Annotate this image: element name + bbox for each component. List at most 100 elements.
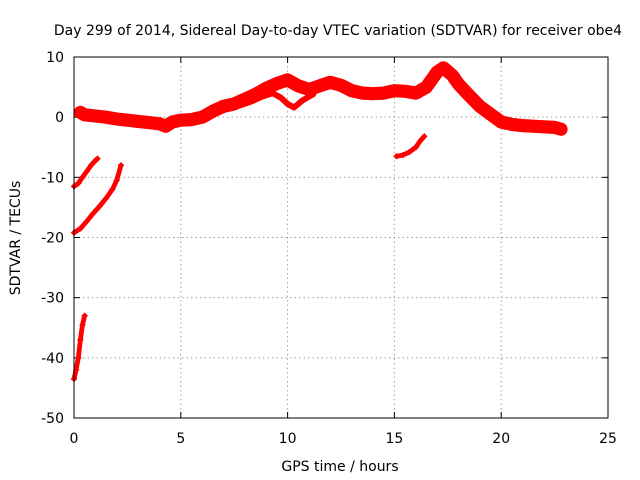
data-point	[103, 195, 110, 202]
data-point	[402, 88, 409, 95]
x-tick-label: 0	[70, 431, 79, 447]
data-point	[295, 82, 302, 89]
data-point	[551, 124, 558, 131]
data-point	[113, 177, 120, 184]
data-point	[476, 103, 483, 110]
data-point	[338, 82, 344, 89]
y-tick-label: -30	[41, 291, 64, 307]
data-point	[237, 102, 244, 109]
data-point	[393, 153, 400, 160]
series-arc-4	[393, 133, 428, 160]
data-point	[359, 90, 366, 97]
data-point	[77, 336, 84, 343]
data-point	[117, 162, 124, 169]
x-tick-label: 25	[599, 431, 617, 447]
x-axis-label: GPS time / hours	[281, 459, 398, 475]
data-point	[380, 90, 387, 97]
chart-title: Day 299 of 2014, Sidereal Day-to-day VTE…	[54, 23, 622, 39]
data-point	[310, 91, 317, 98]
data-point	[391, 87, 398, 94]
data-point	[348, 87, 355, 94]
data-point	[94, 155, 101, 162]
y-tick-label: -50	[41, 411, 64, 427]
data-point	[558, 126, 565, 133]
data-point	[434, 69, 441, 76]
y-tick-label: -40	[41, 351, 64, 367]
data-point	[156, 120, 163, 127]
data-point	[455, 81, 462, 88]
x-tick-label: 10	[279, 431, 297, 447]
y-axis-label: SDTVAR / TECUs	[8, 181, 24, 296]
data-point	[113, 115, 120, 122]
data-point	[109, 186, 116, 193]
x-tick-label: 20	[492, 431, 510, 447]
data-point	[96, 203, 103, 210]
y-tick-label: 10	[46, 50, 64, 66]
data-point	[327, 79, 334, 86]
series-arc-2	[71, 162, 124, 236]
data-point	[169, 118, 176, 125]
data-point	[258, 93, 265, 100]
x-tick-label: 15	[385, 431, 403, 447]
data-point	[284, 100, 291, 107]
data-point	[263, 85, 270, 92]
data-point	[284, 76, 291, 83]
data-point	[81, 111, 88, 118]
data-series	[71, 61, 568, 382]
data-point	[83, 218, 90, 225]
data-point	[466, 92, 473, 99]
data-point	[508, 121, 515, 128]
data-point	[77, 225, 84, 232]
y-tick-label: 0	[55, 110, 64, 126]
data-point	[487, 111, 494, 118]
data-point	[519, 122, 526, 129]
data-point	[449, 72, 456, 79]
data-point	[124, 117, 131, 124]
data-point	[79, 321, 86, 328]
data-point	[421, 133, 428, 140]
data-point	[135, 118, 142, 125]
data-point	[199, 114, 206, 121]
x-tick-labels: 0 5 10 15 20 25	[70, 431, 617, 447]
data-point	[299, 97, 306, 104]
data-point	[88, 162, 95, 169]
data-point	[316, 82, 323, 89]
grid-lines	[74, 57, 608, 418]
data-point	[412, 90, 419, 97]
data-point	[498, 118, 505, 125]
data-point	[399, 152, 406, 159]
data-point	[145, 119, 152, 126]
data-point	[90, 210, 97, 217]
data-point	[103, 114, 110, 121]
y-tick-label: -20	[41, 231, 64, 247]
data-point	[406, 149, 413, 156]
series-main-track	[73, 61, 568, 136]
data-point	[370, 90, 377, 97]
data-point	[77, 109, 84, 116]
data-point	[75, 180, 82, 187]
data-point	[540, 123, 547, 130]
x-tick-label: 5	[176, 431, 185, 447]
data-point	[83, 168, 90, 175]
series-arc-1	[71, 155, 101, 190]
data-point	[530, 123, 537, 130]
series-lower-branch	[237, 90, 317, 111]
data-point	[188, 116, 195, 123]
plot-frame	[73, 56, 609, 419]
series-band	[73, 61, 568, 136]
y-tick-label: -10	[41, 170, 64, 186]
data-point	[79, 174, 86, 181]
data-point	[177, 117, 184, 124]
data-point	[231, 100, 238, 107]
data-point	[423, 84, 430, 91]
data-point	[440, 64, 447, 71]
data-point	[248, 98, 255, 105]
data-point	[209, 108, 216, 115]
data-point	[92, 112, 99, 119]
data-point	[417, 138, 424, 145]
data-point	[269, 90, 276, 97]
data-point	[291, 104, 298, 111]
data-point	[162, 123, 169, 130]
data-point	[305, 86, 312, 93]
